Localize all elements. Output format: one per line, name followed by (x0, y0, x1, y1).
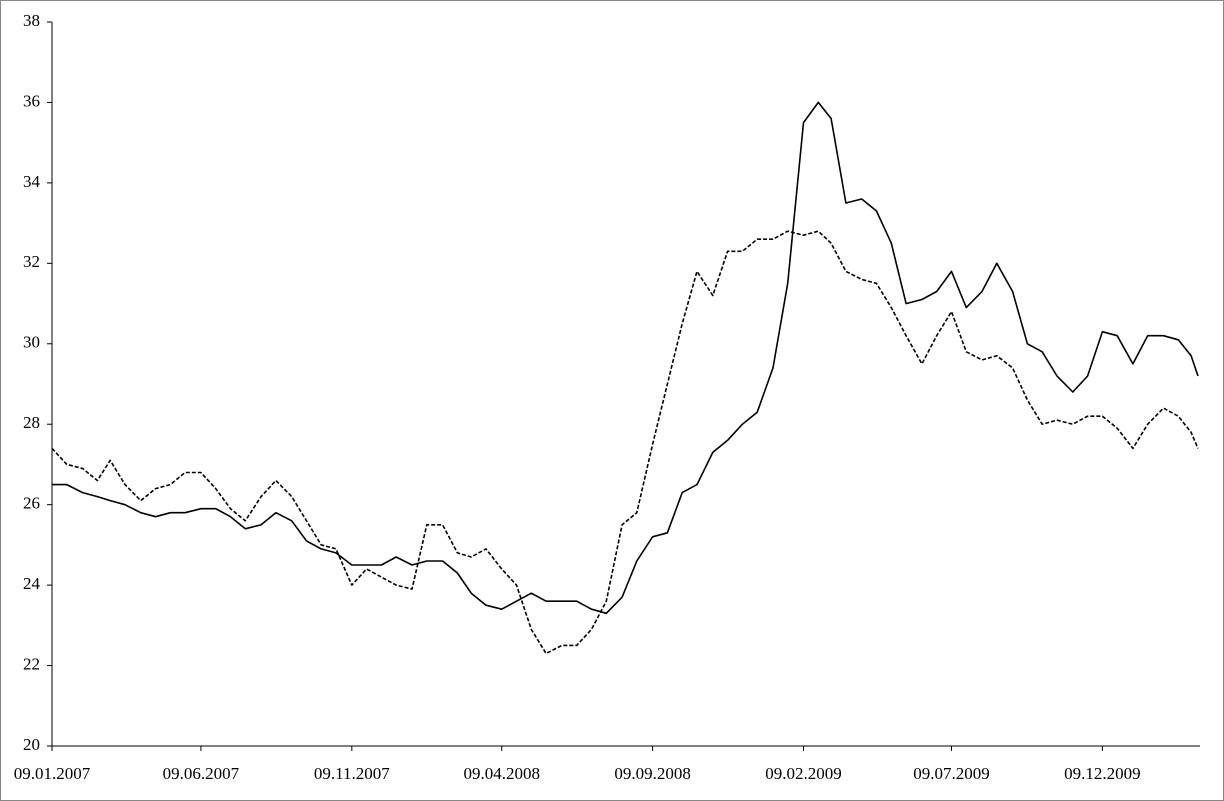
x-tick-label: 09.02.2009 (765, 764, 842, 783)
y-tick-label: 32 (23, 252, 40, 271)
y-tick-label: 24 (23, 574, 41, 593)
y-tick-label: 22 (23, 654, 40, 673)
x-tick-label: 09.04.2008 (463, 764, 540, 783)
x-tick-label: 09.01.2007 (14, 764, 91, 783)
y-tick-label: 34 (23, 172, 41, 191)
y-tick-label: 26 (23, 494, 40, 513)
x-tick-label: 09.11.2007 (314, 764, 390, 783)
y-tick-label: 28 (23, 413, 40, 432)
x-tick-label: 09.12.2009 (1064, 764, 1141, 783)
y-tick-label: 30 (23, 333, 40, 352)
y-tick-label: 38 (23, 11, 40, 30)
series-line (52, 101, 1199, 615)
x-tick-label: 09.07.2009 (913, 764, 990, 783)
x-tick-label: 09.06.2007 (163, 764, 240, 783)
y-tick-label: 36 (23, 91, 40, 110)
y-tick-label: 20 (23, 735, 40, 754)
x-tick-label: 09.09.2008 (614, 764, 691, 783)
